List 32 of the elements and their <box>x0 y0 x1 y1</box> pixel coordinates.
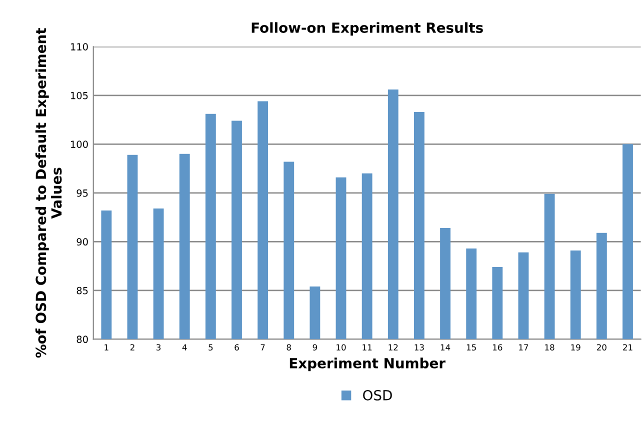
chart-title: Follow-on Experiment Results <box>252 22 483 36</box>
x-tick-label: 1 <box>104 344 108 350</box>
x-tick-label: 7 <box>260 344 265 350</box>
y-axis-title: %of OSD Compared to Default Experiment Values <box>35 28 62 358</box>
x-tick-label: 13 <box>414 344 424 351</box>
x-tick-label: 12 <box>388 344 398 350</box>
x-tick-label: 2 <box>130 344 134 350</box>
y-tick-label: 105 <box>71 92 88 100</box>
x-tick-label: 20 <box>596 344 606 351</box>
x-tick-label: 17 <box>519 344 528 350</box>
y-tick-label: 90 <box>76 238 88 246</box>
x-tick-label: 15 <box>466 344 476 351</box>
y-tick-label: 110 <box>71 43 88 50</box>
x-tick-label: 19 <box>571 344 580 351</box>
x-tick-label: 6 <box>234 344 239 351</box>
y-tick-label: 85 <box>76 286 88 294</box>
x-axis-title: Experiment Number <box>290 358 446 372</box>
x-tick-label: 18 <box>545 344 554 351</box>
y-tick-label: 100 <box>71 140 88 148</box>
x-tick-label: 10 <box>336 344 346 351</box>
x-tick-label: 9 <box>312 344 318 351</box>
x-tick-label: 5 <box>208 344 213 351</box>
x-tick-label: 11 <box>362 344 372 350</box>
x-tick-label: 4 <box>182 344 187 350</box>
x-tick-label: 14 <box>440 344 450 350</box>
x-tick-label: 8 <box>286 344 291 351</box>
legend-label: OSD <box>363 390 392 400</box>
x-tick-label: 3 <box>156 344 161 351</box>
x-tick-label: 21 <box>623 344 632 350</box>
x-tick-label: 16 <box>493 344 502 351</box>
y-tick-label: 95 <box>76 189 88 197</box>
y-tick-label: 80 <box>76 336 88 344</box>
